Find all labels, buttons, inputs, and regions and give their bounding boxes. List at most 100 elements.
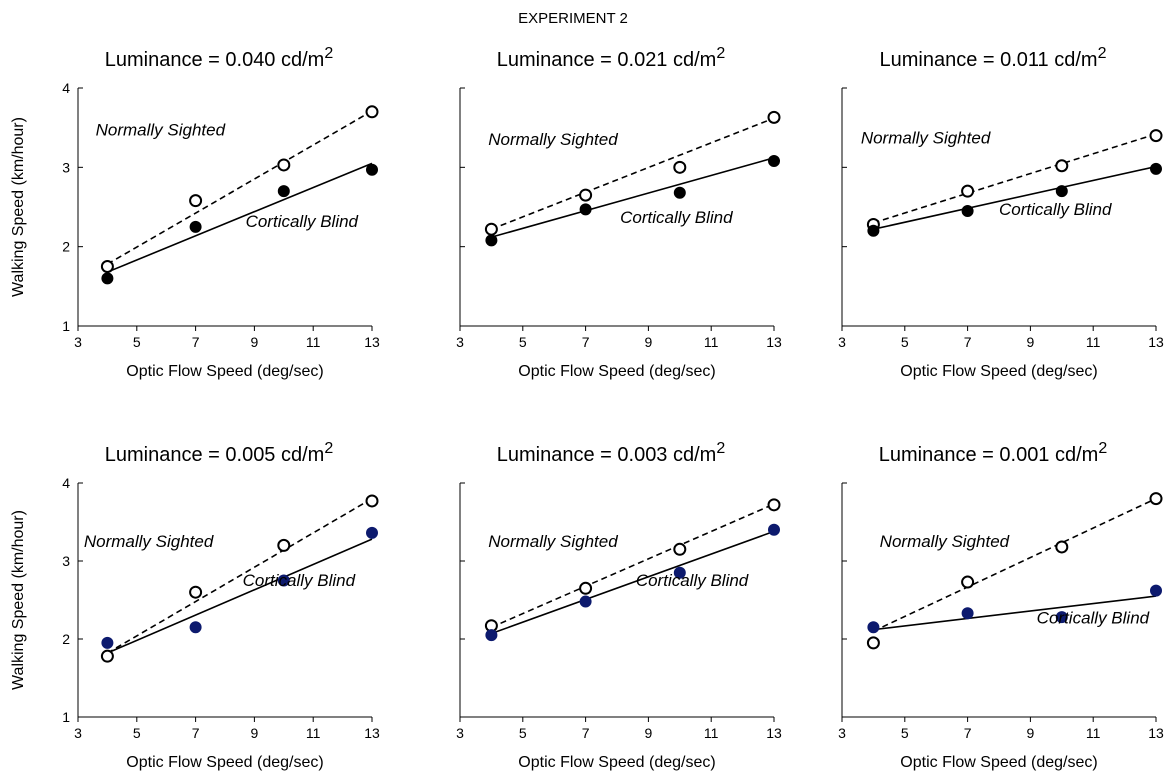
y-tick-label: 2	[62, 239, 70, 255]
panel-title: Luminance = 0.040 cd/m2	[105, 45, 334, 71]
data-point-normally-sighted	[961, 184, 975, 198]
x-axis-label: Optic Flow Speed (deg/sec)	[518, 363, 715, 380]
fit-line-normally-sighted	[106, 497, 373, 654]
x-tick-label: 5	[901, 334, 909, 350]
x-tick-label: 11	[1086, 725, 1101, 741]
x-tick-label: 3	[838, 725, 846, 741]
panel-title-superscript: 2	[1098, 45, 1107, 62]
data-point-normally-sighted	[189, 194, 203, 208]
data-point-cortically-blind	[366, 163, 378, 176]
x-axis-label: Optic Flow Speed (deg/sec)	[900, 754, 1097, 771]
panel-title-superscript: 2	[716, 45, 725, 62]
fit-line-cortically-blind	[491, 157, 775, 238]
data-point-normally-sighted	[767, 498, 781, 512]
x-tick-label: 11	[306, 725, 321, 741]
x-tick-label: 7	[964, 725, 972, 741]
fit-line-normally-sighted	[491, 117, 775, 230]
y-axis-label: Walking Speed (km/hour)	[10, 510, 27, 690]
y-tick-label: 1	[62, 709, 70, 725]
data-point-cortically-blind	[189, 621, 202, 634]
x-tick-label: 9	[645, 725, 653, 741]
data-point-normally-sighted	[1055, 159, 1069, 173]
data-point-normally-sighted	[961, 575, 975, 589]
x-tick-label: 3	[838, 334, 846, 350]
x-tick-label: 13	[364, 725, 380, 741]
x-tick-label: 7	[582, 725, 590, 741]
x-tick-label: 13	[364, 334, 380, 350]
data-point-cortically-blind	[277, 185, 290, 198]
x-tick-label: 7	[192, 334, 200, 350]
data-point-normally-sighted	[100, 260, 114, 273]
panel-2: Luminance = 0.021 cd/m2 3 5 7 9 11 13 Optic Flo…	[456, 45, 782, 380]
panel-3: Luminance = 0.011 cd/m2 3 5 7 9 11 13 Optic Flo…	[838, 45, 1164, 380]
label-cortically-blind: Cortically Blind	[999, 200, 1112, 219]
data-point-normally-sighted	[277, 158, 291, 172]
panel-title-text: Luminance = 0.001 cd/m	[879, 444, 1099, 466]
data-point-cortically-blind	[768, 154, 780, 167]
data-point-cortically-blind	[1055, 611, 1068, 624]
x-axis-label: Optic Flow Speed (deg/sec)	[126, 363, 323, 380]
label-normally-sighted: Normally Sighted	[488, 532, 618, 551]
panel-title: Luminance = 0.003 cd/m2	[497, 440, 726, 466]
data-point-cortically-blind	[485, 234, 498, 247]
x-tick-label: 11	[1086, 334, 1101, 350]
x-tick-label: 9	[1027, 334, 1035, 350]
fit-line-cortically-blind	[107, 162, 373, 273]
data-point-normally-sighted	[277, 538, 291, 552]
data-point-cortically-blind	[673, 186, 686, 199]
data-point-cortically-blind	[867, 224, 880, 237]
y-tick-label: 4	[62, 475, 70, 491]
x-tick-label: 9	[251, 334, 259, 350]
x-tick-label: 9	[645, 334, 653, 350]
label-cortically-blind: Cortically Blind	[246, 212, 359, 231]
data-point-normally-sighted	[100, 649, 114, 663]
label-cortically-blind: Cortically Blind	[243, 571, 356, 590]
panel-title-text: Luminance = 0.003 cd/m	[497, 444, 717, 466]
panel-title-text: Luminance = 0.011 cd/m	[879, 49, 1097, 71]
panel-title-superscript: 2	[716, 440, 725, 457]
x-tick-label: 3	[456, 334, 464, 350]
data-point-normally-sighted	[484, 222, 498, 236]
data-point-cortically-blind	[366, 526, 378, 539]
x-axis-label: Optic Flow Speed (deg/sec)	[518, 754, 715, 771]
panel-5: Luminance = 0.003 cd/m2 3 5 7 9 11 13 Optic Flo…	[456, 440, 782, 771]
data-point-normally-sighted	[866, 636, 880, 650]
data-point-cortically-blind	[101, 636, 114, 649]
fit-line-cortically-blind	[873, 595, 1157, 631]
x-axis-label: Optic Flow Speed (deg/sec)	[126, 754, 323, 771]
data-point-cortically-blind	[1150, 584, 1162, 597]
x-axis-label: Optic Flow Speed (deg/sec)	[900, 363, 1097, 380]
panel-title-superscript: 2	[1098, 440, 1107, 457]
data-point-normally-sighted	[767, 110, 781, 124]
x-tick-label: 13	[1148, 334, 1164, 350]
data-point-cortically-blind	[961, 204, 974, 217]
data-point-cortically-blind	[1150, 162, 1162, 175]
label-cortically-blind: Cortically Blind	[620, 208, 733, 227]
x-tick-label: 3	[456, 725, 464, 741]
data-point-cortically-blind	[867, 621, 880, 634]
data-point-cortically-blind	[485, 629, 498, 642]
x-tick-label: 7	[582, 334, 590, 350]
y-axis-label: Walking Speed (km/hour)	[10, 117, 27, 297]
x-tick-label: 5	[133, 334, 141, 350]
data-point-normally-sighted	[365, 105, 379, 119]
data-point-normally-sighted	[365, 494, 379, 508]
data-point-cortically-blind	[579, 203, 592, 216]
x-tick-label: 13	[1148, 725, 1164, 741]
fit-line-normally-sighted	[106, 110, 373, 265]
y-tick-label: 4	[62, 80, 70, 96]
x-tick-label: 3	[74, 334, 82, 350]
fit-line-cortically-blind	[491, 530, 775, 635]
y-tick-label: 2	[62, 631, 70, 647]
panel-title-superscript: 2	[324, 45, 333, 62]
data-point-normally-sighted	[1055, 540, 1069, 554]
x-tick-label: 13	[766, 725, 782, 741]
panel-6: Luminance = 0.001 cd/m2 3 5 7 9 11 13 Optic Flo…	[838, 440, 1164, 771]
x-tick-label: 9	[1027, 725, 1035, 741]
data-point-cortically-blind	[101, 272, 114, 285]
label-normally-sighted: Normally Sighted	[880, 532, 1010, 551]
panel-title-text: Luminance = 0.040 cd/m	[105, 49, 325, 71]
data-point-normally-sighted	[1149, 129, 1163, 143]
